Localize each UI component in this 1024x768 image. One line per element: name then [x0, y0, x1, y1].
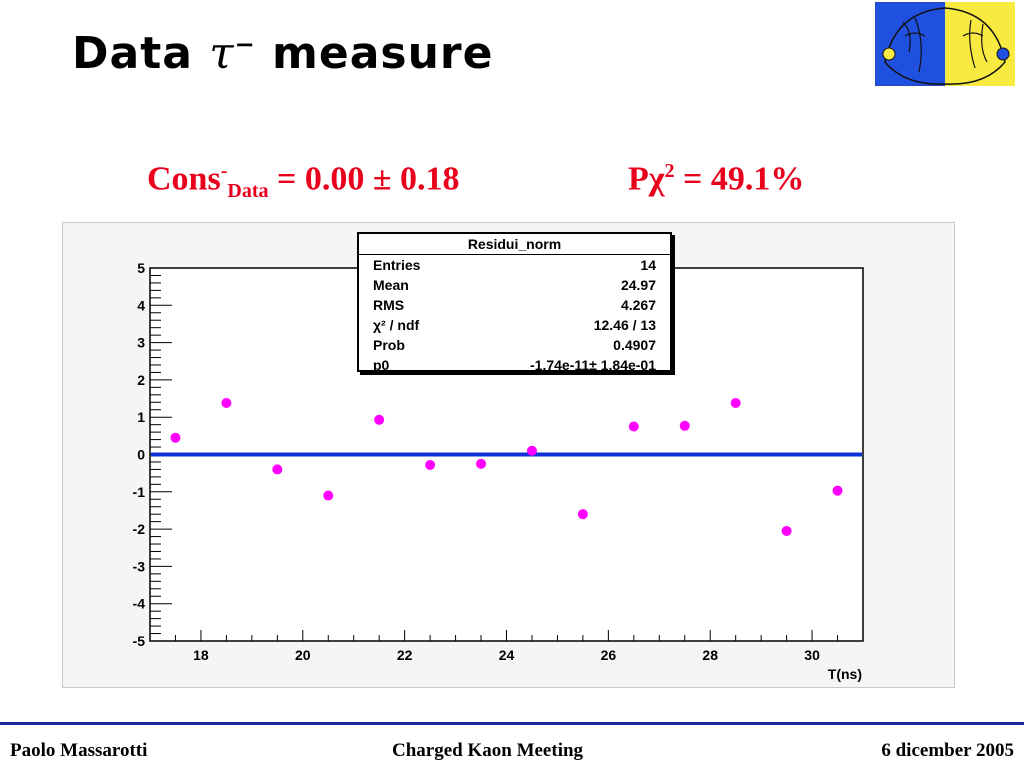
y-tick-label: 4 [137, 297, 145, 313]
footer-author: Paolo Massarotti [10, 740, 148, 761]
cons-sub: Data [227, 180, 269, 203]
y-tick-label: 1 [137, 409, 145, 425]
stats-value: 12.46 / 13 [593, 317, 656, 333]
stats-rows: Entries 14 Mean 24.97 RMS 4.267 χ² / ndf 12.46 … [359, 255, 670, 375]
cons-sup: - [220, 160, 228, 182]
prob-result: Pχ2 = 49.1% [628, 160, 804, 198]
cons-result: Cons-Data = 0.00 ± 0.18 [147, 160, 460, 203]
prob-sup: 2 [664, 160, 675, 182]
stats-label: χ² / ndf [373, 317, 420, 333]
stats-label: Entries [373, 257, 421, 273]
data-point [628, 421, 639, 432]
slide-title: Data τ− measure [72, 28, 493, 79]
stats-value: 0.4907 [613, 337, 656, 353]
x-tick-label: 30 [804, 647, 820, 663]
x-tick-label: 26 [601, 647, 617, 663]
axes-group: -5 -4 -3 -2 -1 0 1 2 3 4 5 18 20 22 24 26 28 30 [133, 260, 864, 663]
data-point [170, 432, 181, 443]
y-tick-label: -5 [133, 633, 146, 649]
data-point [526, 445, 537, 456]
y-tick-label: -1 [133, 484, 146, 500]
y-tick-label: 5 [137, 260, 145, 276]
points-group [170, 398, 843, 536]
data-point [679, 420, 690, 431]
stats-value: 14 [640, 257, 656, 273]
stats-value: 24.97 [620, 277, 656, 293]
stats-value: 4.267 [620, 297, 656, 313]
stats-row: χ² / ndf 12.46 / 13 [359, 315, 670, 335]
data-point [221, 398, 232, 409]
stats-label: RMS [373, 297, 405, 313]
prob-label: Pχ [628, 160, 665, 198]
footer-date: 6 dicember 2005 [881, 740, 1014, 761]
data-point [425, 459, 436, 470]
stats-label: Prob [373, 337, 405, 353]
stats-row: RMS 4.267 [359, 295, 670, 315]
data-point [577, 509, 588, 520]
data-point [476, 458, 487, 469]
cons-value: = 0.00 ± 0.18 [268, 160, 460, 198]
x-tick-label: 18 [193, 647, 209, 663]
cons-label: Cons [147, 160, 221, 198]
data-point [374, 414, 385, 425]
x-tick-label: 20 [295, 647, 311, 663]
footer-rule [0, 722, 1024, 725]
data-point [730, 398, 741, 409]
data-point [323, 490, 334, 501]
stats-value: -1.74e-11± 1.84e-01 [530, 357, 656, 373]
y-tick-label: 3 [137, 335, 145, 351]
stats-row: Entries 14 [359, 255, 670, 275]
data-point [781, 525, 792, 536]
stats-box: Residui_norm Entries 14 Mean 24.97 RMS 4.267 χ… [357, 232, 672, 375]
y-tick-label: -2 [133, 521, 146, 537]
title-sup: − [234, 30, 256, 59]
prob-value: = 49.1% [674, 160, 805, 198]
data-point [832, 485, 843, 496]
stats-title: Residui_norm [359, 234, 670, 255]
x-tick-label: 28 [702, 647, 718, 663]
x-tick-label: 24 [499, 647, 515, 663]
title-suffix: measure [255, 28, 494, 79]
stats-row: Mean 24.97 [359, 275, 670, 295]
stats-label: Mean [373, 277, 409, 293]
y-tick-label: -3 [133, 558, 146, 574]
title-prefix: Data [72, 28, 210, 79]
footer-event: Charged Kaon Meeting [392, 740, 584, 761]
y-tick-label: -4 [133, 596, 146, 612]
y-tick-label: 0 [137, 447, 145, 463]
kloe-logo [875, 2, 1015, 86]
stats-row: p0 -1.74e-11± 1.84e-01 [359, 355, 670, 375]
y-tick-label: 2 [137, 372, 145, 388]
x-axis-label: T(ns) [828, 666, 862, 682]
title-tau: τ [209, 28, 235, 79]
stats-label: p0 [373, 357, 390, 373]
stats-row: Prob 0.4907 [359, 335, 670, 355]
x-tick-label: 22 [397, 647, 413, 663]
data-point [272, 464, 283, 475]
